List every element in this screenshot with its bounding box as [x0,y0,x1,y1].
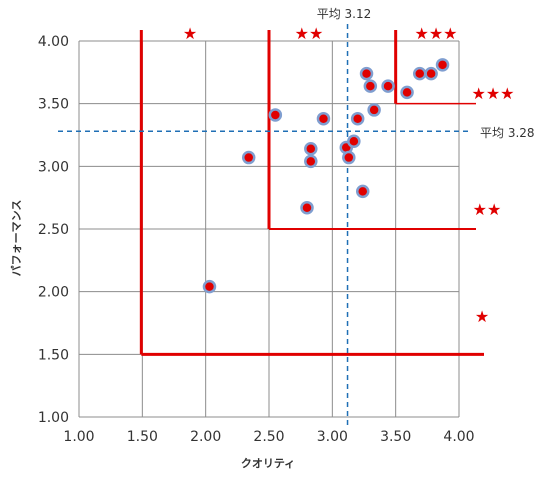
x-tick-label: 1.50 [127,429,158,445]
rank-star-3-quality: ★★★ [414,24,457,43]
data-point [350,111,365,126]
x-tick-label: 2.00 [190,429,221,445]
average-lines [58,24,470,428]
y-tick-label: 2.50 [38,222,69,238]
y-tick-label: 3.00 [38,159,69,175]
rank-star-1-performance: ★ [475,307,489,326]
data-point [359,66,374,81]
x-average-label: 平均 3.12 [317,7,372,21]
y-tick-label: 4.00 [38,34,69,50]
x-tick-label: 3.50 [380,429,411,445]
y-axis-title: パフォーマンス [10,200,23,277]
y-tick-label: 1.00 [38,410,69,426]
axis-ticks: 1.00 1.50 2.00 2.50 3.00 3.50 4.00 1.00 1.50 2.00… [38,34,475,445]
x-axis-title: クオリティ [241,457,295,470]
data-point [316,111,331,126]
rank-star-3-performance: ★★★ [471,84,514,103]
data-point [268,108,283,122]
data-point [400,85,414,100]
data-point [435,58,450,72]
data-point [412,66,427,81]
data-point [424,66,438,81]
x-tick-label: 4.00 [443,429,474,445]
data-point [355,184,370,199]
y-tick-label: 3.50 [38,97,69,113]
rank-star-1-quality: ★ [183,24,197,43]
data-points [202,58,450,294]
data-point [367,103,381,117]
rank-star-2-quality: ★★ [295,24,324,43]
data-point [342,150,356,165]
x-tick-label: 3.00 [317,429,348,445]
x-tick-label: 2.50 [253,429,284,445]
rank-star-2-performance: ★★ [473,200,502,219]
y-tick-label: 2.00 [38,285,69,301]
data-point [381,79,395,93]
data-point [241,150,256,165]
y-tick-label: 1.50 [38,347,69,363]
data-point [347,134,361,149]
data-point [300,200,314,215]
data-point [363,79,378,93]
y-average-label: 平均 3.28 [480,126,535,140]
data-point [304,142,318,156]
rank-stars: ★ ★★ ★★★★★★★★★ [183,24,515,326]
x-tick-label: 1.00 [63,429,94,445]
rank-threshold-lines [139,30,484,356]
data-point [202,279,217,294]
data-point [304,154,318,169]
